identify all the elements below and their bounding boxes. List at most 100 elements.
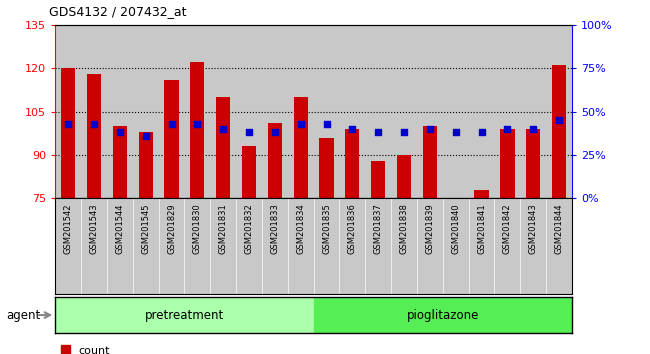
Bar — [422, 126, 437, 198]
Text: GSM201835: GSM201835 — [322, 203, 331, 254]
Bar — [211, 198, 236, 294]
Bar — [236, 198, 262, 294]
Point — [244, 130, 254, 135]
Bar — [339, 198, 365, 294]
Bar — [242, 146, 256, 198]
Bar — [521, 25, 546, 198]
Bar — [495, 198, 521, 294]
Bar — [87, 74, 101, 198]
Text: GSM201840: GSM201840 — [451, 203, 460, 254]
Bar — [417, 198, 443, 294]
Text: GSM201543: GSM201543 — [90, 203, 99, 254]
Point — [296, 121, 306, 126]
Bar — [185, 25, 211, 198]
Bar — [288, 25, 313, 198]
Text: GSM201838: GSM201838 — [400, 203, 409, 254]
Bar — [159, 198, 185, 294]
Bar — [55, 25, 81, 198]
Text: GDS4132 / 207432_at: GDS4132 / 207432_at — [49, 5, 187, 18]
Point — [502, 126, 513, 132]
Text: GSM201545: GSM201545 — [141, 203, 150, 253]
Point — [528, 126, 538, 132]
Point — [89, 121, 99, 126]
Bar — [190, 62, 205, 198]
Bar — [391, 25, 417, 198]
Bar — [313, 25, 339, 198]
Bar — [164, 80, 179, 198]
Bar — [288, 198, 313, 294]
Text: GSM201842: GSM201842 — [503, 203, 512, 254]
Point — [476, 130, 487, 135]
Text: GSM201831: GSM201831 — [218, 203, 227, 254]
Bar — [371, 161, 385, 198]
Bar — [262, 198, 288, 294]
Point — [399, 130, 410, 135]
Bar — [417, 25, 443, 198]
Bar — [397, 155, 411, 198]
Point — [63, 121, 73, 126]
Bar — [81, 25, 107, 198]
Bar — [55, 297, 313, 333]
Point — [424, 126, 435, 132]
Bar — [474, 190, 489, 198]
Bar — [443, 198, 469, 294]
Point — [192, 121, 203, 126]
Bar — [319, 137, 333, 198]
Text: pretreatment: pretreatment — [145, 309, 224, 321]
Point — [166, 121, 177, 126]
Bar — [107, 198, 133, 294]
Text: GSM201839: GSM201839 — [425, 203, 434, 254]
Bar — [159, 25, 185, 198]
Bar — [546, 25, 572, 198]
Text: GSM201829: GSM201829 — [167, 203, 176, 254]
Bar — [81, 198, 107, 294]
Point — [554, 118, 564, 123]
Point — [114, 130, 125, 135]
Bar — [313, 198, 339, 294]
Text: GSM201830: GSM201830 — [193, 203, 202, 254]
Point — [140, 133, 151, 139]
Bar — [138, 132, 153, 198]
Legend: count, percentile rank within the sample: count, percentile rank within the sample — [61, 346, 266, 354]
Bar — [185, 198, 211, 294]
Text: GSM201544: GSM201544 — [115, 203, 124, 253]
Bar — [552, 65, 566, 198]
Bar — [236, 25, 262, 198]
Bar — [469, 198, 495, 294]
Bar — [61, 68, 75, 198]
Bar — [216, 97, 230, 198]
Text: GSM201836: GSM201836 — [348, 203, 357, 254]
Text: GSM201844: GSM201844 — [554, 203, 564, 254]
Text: GSM201841: GSM201841 — [477, 203, 486, 254]
Point — [270, 130, 280, 135]
Bar — [345, 129, 359, 198]
Bar — [365, 25, 391, 198]
Bar — [526, 129, 540, 198]
Text: GSM201833: GSM201833 — [270, 203, 280, 254]
Bar — [133, 198, 159, 294]
Bar — [133, 25, 159, 198]
Bar — [107, 25, 133, 198]
Bar — [500, 129, 515, 198]
Point — [321, 121, 332, 126]
Bar — [391, 198, 417, 294]
Bar — [211, 25, 236, 198]
Bar — [443, 25, 469, 198]
Bar — [546, 198, 572, 294]
Text: GSM201834: GSM201834 — [296, 203, 306, 254]
Bar — [268, 123, 282, 198]
Bar — [521, 198, 546, 294]
Point — [347, 126, 358, 132]
Text: GSM201832: GSM201832 — [244, 203, 254, 254]
Bar — [495, 25, 521, 198]
Point — [450, 130, 461, 135]
Text: GSM201542: GSM201542 — [64, 203, 73, 253]
Text: GSM201843: GSM201843 — [528, 203, 538, 254]
Point — [218, 126, 228, 132]
Bar — [339, 25, 365, 198]
Text: GSM201837: GSM201837 — [374, 203, 383, 254]
Point — [373, 130, 384, 135]
Bar — [55, 198, 81, 294]
Bar — [294, 97, 308, 198]
Bar — [262, 25, 288, 198]
